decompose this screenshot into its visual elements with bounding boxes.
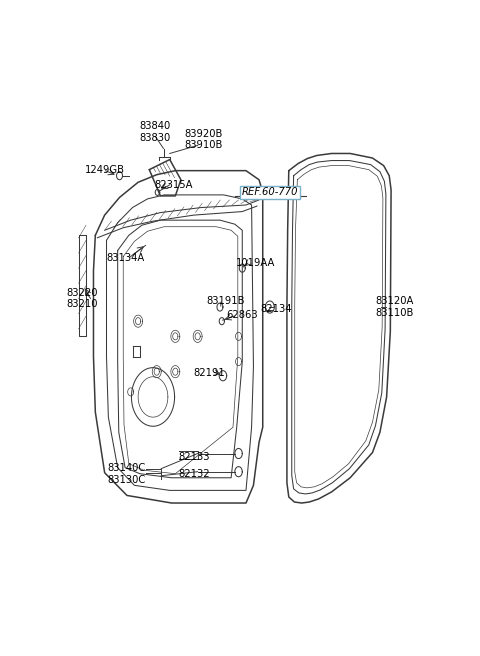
Text: 83920B
83910B: 83920B 83910B — [184, 129, 222, 150]
Text: 83191B: 83191B — [206, 296, 245, 306]
Text: 1019AA: 1019AA — [236, 258, 275, 268]
Text: 1249GB: 1249GB — [85, 165, 125, 174]
Text: 83140C
83130C: 83140C 83130C — [107, 463, 145, 485]
Text: 83120A
83110B: 83120A 83110B — [376, 297, 414, 318]
Text: 82191: 82191 — [193, 368, 225, 378]
Text: 82134: 82134 — [260, 304, 291, 314]
Text: 82315A: 82315A — [154, 180, 192, 190]
Text: 82133: 82133 — [178, 451, 210, 462]
Text: 62863: 62863 — [227, 310, 258, 320]
Text: 83840
83830: 83840 83830 — [139, 121, 170, 142]
Text: 83220
83210: 83220 83210 — [67, 287, 98, 309]
Text: 83134A: 83134A — [106, 253, 144, 263]
Text: REF.60-770: REF.60-770 — [242, 188, 299, 197]
Text: 82132: 82132 — [178, 469, 210, 479]
